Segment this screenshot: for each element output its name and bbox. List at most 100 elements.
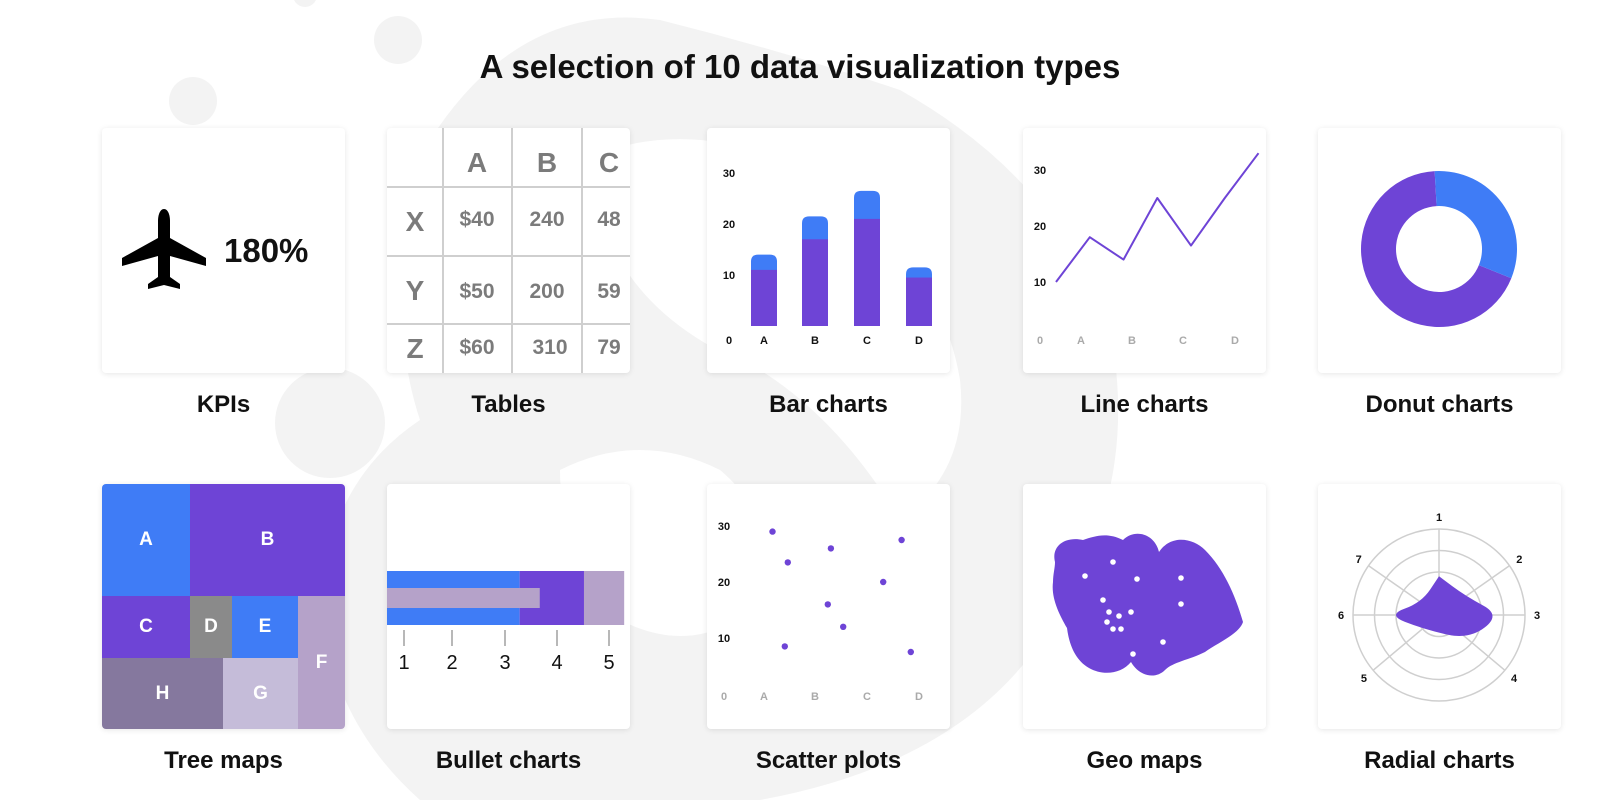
kpi-value: 180% bbox=[224, 232, 308, 269]
x-tick-label: B bbox=[811, 691, 819, 703]
treemap-cell-e: E bbox=[232, 596, 298, 658]
x-tick-label: D bbox=[915, 335, 923, 347]
bullet-measure bbox=[387, 588, 540, 608]
donut-slice bbox=[1361, 171, 1512, 327]
scatter-point bbox=[898, 536, 905, 544]
bullet-tick-label: 3 bbox=[499, 652, 510, 674]
y-tick-label: 20 bbox=[718, 577, 730, 589]
kpi-card: 180% bbox=[102, 128, 345, 373]
bar bbox=[906, 277, 932, 326]
scatter-plot-caption: Scatter plots bbox=[755, 747, 902, 774]
bullet-chart-card: 1 2 3 4 5 bbox=[387, 484, 630, 729]
y-tick-label: 0 bbox=[1037, 335, 1043, 347]
radial-axis-label: 4 bbox=[1511, 673, 1518, 685]
radial-axis-label: 5 bbox=[1361, 673, 1367, 685]
table-caption: Tables bbox=[471, 391, 546, 418]
bullet-tick-label: 4 bbox=[551, 652, 562, 674]
y-tick-label: 20 bbox=[1034, 221, 1046, 233]
treemap-cell-a: A bbox=[102, 484, 190, 596]
x-tick-label: A bbox=[760, 335, 768, 347]
x-tick-label: C bbox=[1179, 335, 1187, 347]
scatter-point bbox=[840, 623, 847, 630]
table-cell: 200 bbox=[529, 280, 564, 303]
scatter-point bbox=[880, 578, 887, 586]
page-title: A selection of 10 data visualization typ… bbox=[479, 48, 1121, 85]
table-cell: $60 bbox=[459, 336, 494, 359]
bar-segment bbox=[802, 216, 828, 244]
line-chart-caption: Line charts bbox=[1080, 391, 1209, 418]
donut-slice bbox=[1434, 170, 1518, 279]
geo-map-caption: Geo maps bbox=[1086, 747, 1203, 774]
x-tick-label: C bbox=[863, 335, 871, 347]
kpi-caption: KPIs bbox=[196, 391, 251, 418]
bullet-chart: 1 2 3 4 5 bbox=[387, 571, 625, 674]
scatter-point bbox=[781, 643, 788, 650]
geo-points bbox=[1082, 559, 1184, 657]
scatter-point bbox=[827, 545, 835, 552]
bar-chart-caption: Bar charts bbox=[769, 391, 888, 418]
scatter-point bbox=[907, 648, 914, 656]
geo-region bbox=[1052, 533, 1243, 676]
scatter-point bbox=[784, 559, 791, 566]
scatter-point bbox=[824, 601, 831, 608]
table-card: A B C X Y Z $40 240 48 $50 200 59 $60 31… bbox=[387, 128, 630, 373]
treemap-cell-c: C bbox=[102, 596, 190, 658]
bar-segment bbox=[751, 254, 777, 274]
treemap-cell-d: D bbox=[190, 596, 232, 658]
bar bbox=[751, 269, 777, 326]
y-tick-label: 0 bbox=[721, 691, 727, 703]
y-tick-label: 30 bbox=[723, 168, 735, 180]
treemap-cell-h: H bbox=[102, 658, 223, 729]
bullet-tick-label: 5 bbox=[603, 652, 614, 674]
y-tick-label: 30 bbox=[1034, 165, 1046, 177]
radial-axis-label: 3 bbox=[1534, 610, 1540, 622]
treemap-cell-b: B bbox=[190, 484, 345, 596]
table-row-header: Z bbox=[406, 333, 423, 364]
line-chart: 0 10 20 30 A B C D bbox=[1034, 152, 1260, 347]
line-chart-card: 0 10 20 30 A B C D bbox=[1023, 128, 1266, 373]
radial-chart: 1 2 3 4 5 6 7 bbox=[1338, 512, 1540, 702]
x-tick-label: A bbox=[1077, 335, 1085, 347]
donut-chart-caption: Donut charts bbox=[1365, 391, 1514, 418]
radial-chart-caption: Radial charts bbox=[1364, 747, 1515, 774]
table-cell: $50 bbox=[459, 280, 494, 303]
geo-map-card bbox=[1023, 484, 1266, 729]
bullet-range bbox=[583, 571, 625, 625]
donut-chart-card bbox=[1318, 128, 1561, 373]
bullet-chart-caption: Bullet charts bbox=[435, 747, 582, 774]
y-tick-label: 10 bbox=[1034, 277, 1046, 289]
treemap-cell-g: G bbox=[223, 658, 298, 729]
x-tick-label: A bbox=[760, 691, 768, 703]
table-cell: 310 bbox=[532, 336, 567, 359]
y-tick-label: 0 bbox=[726, 335, 732, 347]
y-tick-label: 10 bbox=[723, 270, 735, 282]
table-col-header: B bbox=[537, 147, 557, 178]
table-cell: 79 bbox=[597, 336, 620, 359]
x-tick-label: B bbox=[1128, 335, 1136, 347]
table-col-header: A bbox=[467, 147, 487, 178]
radial-axis-label: 7 bbox=[1356, 554, 1362, 566]
radial-chart-card: 1 2 3 4 5 6 7 bbox=[1318, 484, 1561, 729]
table-cell: 240 bbox=[529, 208, 564, 231]
radial-axis-label: 2 bbox=[1516, 554, 1522, 566]
treemap-cell-f: F bbox=[298, 596, 345, 729]
bar-segment bbox=[854, 190, 880, 223]
x-tick-label: C bbox=[863, 691, 871, 703]
bullet-tick-label: 1 bbox=[398, 652, 409, 674]
y-tick-label: 20 bbox=[723, 219, 735, 231]
geo-map bbox=[1052, 533, 1243, 676]
radial-axis-label: 6 bbox=[1338, 610, 1344, 622]
table-col-header: C bbox=[599, 147, 619, 178]
airplane-icon bbox=[122, 209, 206, 289]
table-cell: 59 bbox=[597, 280, 620, 303]
table-cell: $40 bbox=[459, 208, 494, 231]
x-tick-label: D bbox=[1231, 335, 1239, 347]
table-cell: 48 bbox=[597, 208, 621, 231]
scatter-plot: 0 10 20 30 A B C D bbox=[718, 521, 923, 703]
table-row-header: X bbox=[406, 206, 425, 237]
donut-chart bbox=[1361, 170, 1518, 327]
bullet-tick-label: 2 bbox=[446, 652, 457, 674]
bar-chart: 0 10 20 30 A B C D bbox=[723, 168, 932, 347]
radial-area bbox=[1396, 576, 1493, 637]
